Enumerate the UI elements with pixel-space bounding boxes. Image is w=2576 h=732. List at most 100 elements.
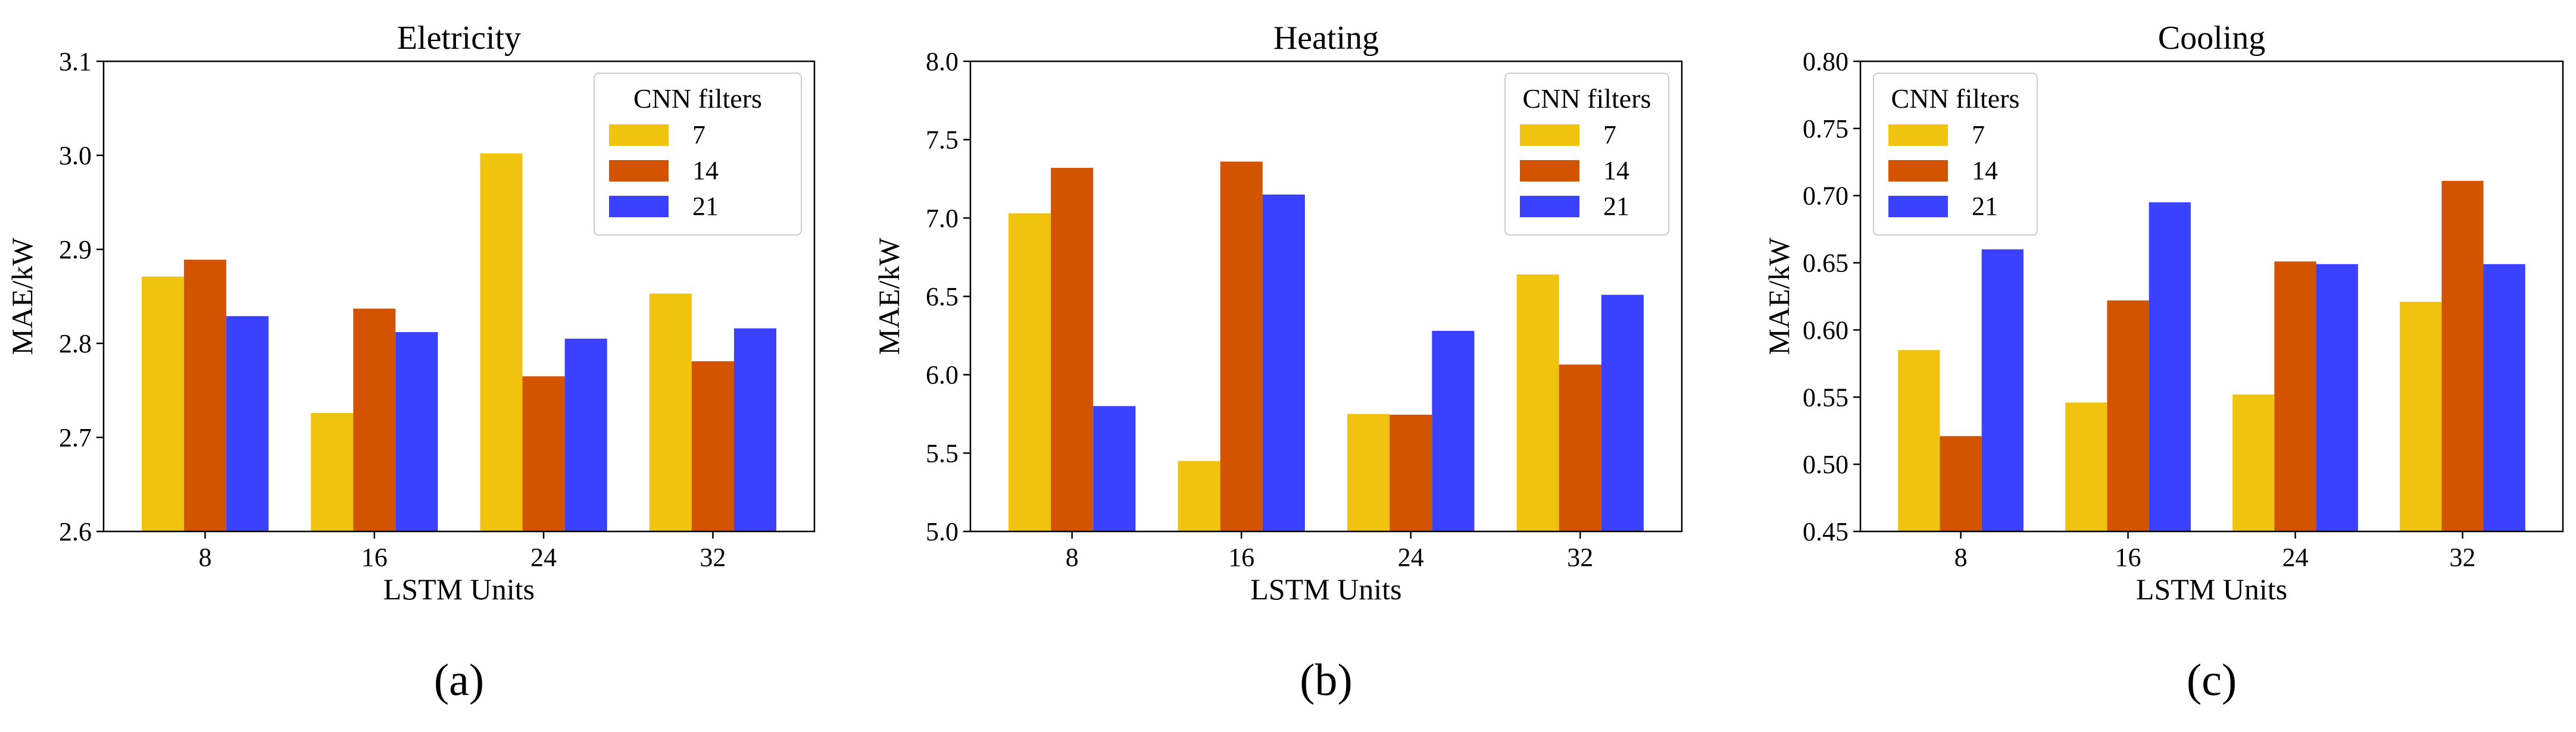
bars xyxy=(1898,180,2525,531)
plot-frame xyxy=(969,60,1683,533)
bar-14-32 xyxy=(1559,364,1601,531)
y-axis-label: MAE/kW xyxy=(1762,237,1796,355)
legend: CNN filters 7 14 21 xyxy=(1873,73,2038,236)
y-tick-label: 0.70 xyxy=(1803,182,1849,211)
y-tick-label: 6.5 xyxy=(926,282,958,311)
y-tick-label: 8.0 xyxy=(926,47,958,76)
x-axis-label: LSTM Units xyxy=(2136,573,2287,606)
x-tick-label: 8 xyxy=(1954,543,1968,572)
chart-heating: 5.0 5.5 6.0 6.5 7.0 7.5 8.0 8 16 24 32 Heating LS… xyxy=(872,20,1683,705)
bars xyxy=(141,153,777,532)
legend-title: CNN filters xyxy=(633,83,762,114)
x-axis-label: LSTM Units xyxy=(1250,573,1401,606)
legend: CNN filters 7 14 21 xyxy=(1504,73,1669,236)
x-axis-ticks: 8 16 24 32 xyxy=(1954,531,2475,572)
legend-label-21: 21 xyxy=(1972,192,1998,221)
legend-label-14: 14 xyxy=(1603,156,1629,185)
x-axis-ticks: 8 16 24 32 xyxy=(199,531,726,572)
bar-21-8 xyxy=(1981,249,2024,531)
y-tick-label: 2.7 xyxy=(59,423,92,452)
y-tick-label: 2.8 xyxy=(59,329,92,358)
legend-label-7: 7 xyxy=(1603,120,1616,149)
y-tick-label: 7.0 xyxy=(926,204,958,233)
y-tick-label: 0.45 xyxy=(1803,517,1849,546)
bar-7-24 xyxy=(2232,394,2275,531)
bar-14-32 xyxy=(691,361,734,531)
bar-14-16 xyxy=(1220,161,1263,531)
y-tick-label: 2.6 xyxy=(59,517,92,546)
bar-21-8 xyxy=(226,316,269,531)
bar-21-24 xyxy=(564,339,607,531)
bar-14-24 xyxy=(522,376,565,531)
plot-frame xyxy=(1859,60,2564,533)
panel-label: (a) xyxy=(434,655,484,705)
x-tick-label: 24 xyxy=(2282,543,2308,572)
legend-label-14: 14 xyxy=(1972,156,1998,185)
y-axis-ticks: 5.0 5.5 6.0 6.5 7.0 7.5 8.0 xyxy=(926,47,970,546)
bar-14-8 xyxy=(1940,436,1982,531)
bar-7-16 xyxy=(1178,461,1220,531)
chart-title: Heating xyxy=(1273,20,1379,57)
bars xyxy=(1008,161,1644,532)
bar-21-32 xyxy=(733,328,777,531)
bar-21-16 xyxy=(1262,194,1305,531)
bar-7-24 xyxy=(1347,414,1390,531)
legend-label-21: 21 xyxy=(1603,192,1629,221)
y-tick-label: 5.0 xyxy=(926,517,958,546)
legend-label-7: 7 xyxy=(692,120,705,149)
bar-14-8 xyxy=(184,259,227,531)
legend-box xyxy=(594,73,802,236)
chart-title: Eletricity xyxy=(397,20,521,57)
legend-swatch-7 xyxy=(609,124,669,146)
chart-cooling: 0.45 0.50 0.55 0.60 0.65 0.70 0.75 0.80 8 16 24 32… xyxy=(1762,20,2564,705)
y-tick-label: 0.65 xyxy=(1803,249,1849,278)
legend-items: 7 14 21 xyxy=(1888,120,1998,221)
legend-label-21: 21 xyxy=(692,192,719,221)
y-axis-label: MAE/kW xyxy=(5,237,39,355)
x-tick-label: 16 xyxy=(1228,543,1254,572)
legend-swatch-14 xyxy=(1888,160,1948,182)
bar-7-32 xyxy=(2400,302,2442,531)
bar-7-8 xyxy=(1008,213,1051,531)
bar-7-24 xyxy=(480,153,523,532)
legend-items: 7 14 21 xyxy=(609,120,719,221)
legend-label-7: 7 xyxy=(1972,120,1985,149)
legend-swatch-21 xyxy=(1520,196,1579,217)
bar-14-8 xyxy=(1051,168,1094,532)
y-tick-label: 3.0 xyxy=(59,141,92,170)
y-tick-label: 0.50 xyxy=(1803,450,1849,479)
x-tick-label: 32 xyxy=(1567,543,1593,572)
y-tick-label: 6.0 xyxy=(926,361,958,390)
bar-7-16 xyxy=(311,412,354,531)
bar-21-16 xyxy=(395,332,438,531)
y-tick-label: 0.75 xyxy=(1803,114,1849,143)
legend-swatch-7 xyxy=(1520,124,1579,146)
x-tick-label: 24 xyxy=(1398,543,1424,572)
legend-box xyxy=(1873,73,2038,236)
y-tick-label: 2.9 xyxy=(59,235,92,264)
x-tick-label: 32 xyxy=(2449,543,2475,572)
x-tick-label: 32 xyxy=(700,543,726,572)
x-axis-ticks: 8 16 24 32 xyxy=(1066,531,1593,572)
bar-14-24 xyxy=(1390,414,1432,531)
bar-7-16 xyxy=(2065,402,2107,531)
chart-title: Cooling xyxy=(2158,20,2265,57)
legend-title: CNN filters xyxy=(1891,83,2020,114)
chart-electricity: 2.6 2.7 2.8 2.9 3.0 3.1 8 16 24 32 Eletricity LS… xyxy=(5,20,816,705)
x-tick-label: 16 xyxy=(2115,543,2141,572)
y-tick-label: 3.1 xyxy=(59,47,92,76)
bar-7-8 xyxy=(141,276,185,531)
legend-swatch-21 xyxy=(609,196,669,217)
x-tick-label: 24 xyxy=(530,543,557,572)
y-tick-label: 0.60 xyxy=(1803,315,1849,345)
legend-items: 7 14 21 xyxy=(1520,120,1629,221)
bar-21-24 xyxy=(1432,330,1475,531)
bar-21-16 xyxy=(2149,202,2191,531)
y-tick-label: 5.5 xyxy=(926,439,958,468)
bar-14-24 xyxy=(2274,261,2316,531)
bar-14-16 xyxy=(2107,300,2149,531)
legend-swatch-7 xyxy=(1888,124,1948,146)
x-tick-label: 8 xyxy=(1066,543,1079,572)
x-tick-label: 8 xyxy=(199,543,212,572)
y-tick-label: 0.55 xyxy=(1803,383,1849,412)
